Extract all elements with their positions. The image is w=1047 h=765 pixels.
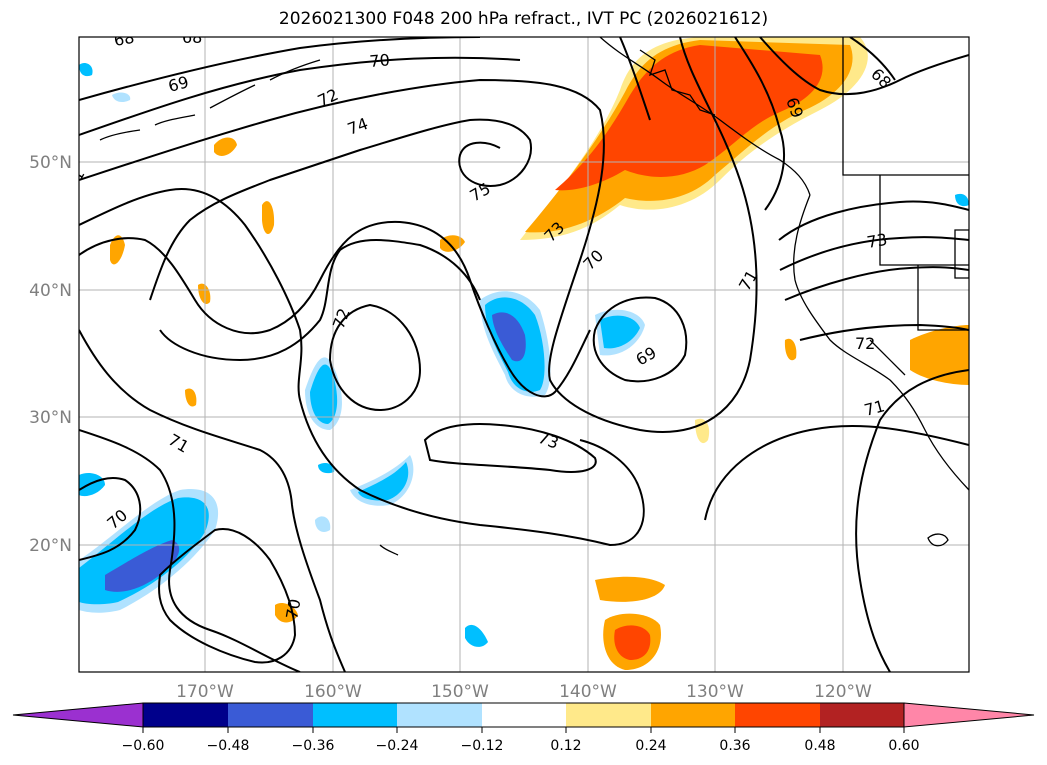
colorbar-segment [228, 703, 313, 727]
colorbar-tick-label: 0.24 [635, 738, 666, 754]
colorbar-segment [313, 703, 397, 727]
colorbar-tick-label: −0.48 [207, 738, 250, 754]
colorbar-low-extend [12, 702, 144, 728]
map-frame [78, 36, 970, 673]
contour-label: 68 [182, 28, 202, 47]
contour-label: 70 [282, 597, 304, 620]
contour-label: 1 [67, 166, 89, 184]
contour-label: 72 [855, 334, 875, 353]
colorbar-tick-label: −0.60 [122, 738, 165, 754]
graticule [79, 37, 969, 672]
colorbar-segment [566, 703, 651, 727]
colorbar: −0.60 −0.48 −0.36 −0.24 −0.12 0.12 0.24 … [12, 702, 1035, 754]
lon-label-130w: 130°W [686, 682, 744, 702]
colorbar-ticks [142, 727, 905, 733]
latitude-labels: 50°N 40°N 30°N 20°N [29, 153, 72, 556]
positive-anomaly-shading [110, 37, 969, 670]
refractivity-contours [79, 37, 969, 672]
colorbar-segment [397, 703, 482, 727]
lat-label-30n: 30°N [29, 408, 72, 428]
lat-label-40n: 40°N [29, 281, 72, 301]
contour-label: 71 [862, 396, 887, 420]
colorbar-segment [735, 703, 820, 727]
colorbar-tick-label: 0.36 [719, 738, 750, 754]
map-title: 2026021300 F048 200 hPa refract., IVT PC… [278, 9, 769, 29]
colorbar-tick-label: 0.60 [888, 738, 919, 754]
colorbar-tick-label: −0.12 [461, 738, 504, 754]
contour-label: 69 [166, 72, 191, 96]
lon-label-120w: 120°W [814, 682, 872, 702]
colorbar-tick-label: 0.48 [804, 738, 835, 754]
longitude-labels: 170°W 160°W 150°W 140°W 130°W 120°W [176, 682, 872, 702]
colorbar-segment [143, 703, 228, 727]
contour-label: 73 [865, 230, 888, 252]
colorbar-tick-label: 0.12 [550, 738, 581, 754]
colorbar-segment [651, 703, 735, 727]
colorbar-segment [820, 703, 904, 727]
lon-label-160w: 160°W [304, 682, 362, 702]
colorbar-tick-label: −0.24 [376, 738, 419, 754]
colorbar-segment [482, 703, 566, 727]
negative-anomaly-shading [79, 63, 969, 647]
contour-label: 68 [112, 28, 135, 50]
colorbar-high-extend [903, 702, 1035, 728]
lat-label-20n: 20°N [29, 536, 72, 556]
contour-label: 70 [369, 50, 391, 71]
lon-label-170w: 170°W [176, 682, 234, 702]
lat-label-50n: 50°N [29, 153, 72, 173]
lon-label-150w: 150°W [431, 682, 489, 702]
colorbar-tick-label: −0.36 [292, 738, 335, 754]
colorbar-frame [142, 702, 905, 728]
lon-label-140w: 140°W [559, 682, 617, 702]
